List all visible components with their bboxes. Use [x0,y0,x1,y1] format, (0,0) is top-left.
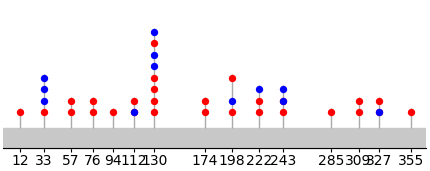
Point [151,42,158,44]
Point [375,111,382,114]
Point [40,111,47,114]
Point [89,100,96,102]
Point [151,88,158,91]
Point [151,53,158,56]
Point [256,111,263,114]
Point [130,100,137,102]
Point [280,111,287,114]
Point [328,111,335,114]
Point [280,100,287,102]
Point [151,30,158,33]
Point [375,111,382,114]
Point [408,111,415,114]
Point [16,111,23,114]
Point [228,76,235,79]
Point [228,100,235,102]
Point [68,111,75,114]
Point [68,100,75,102]
Bar [3,128,426,148]
Point [201,111,208,114]
Point [40,76,47,79]
Point [201,100,208,102]
Point [151,76,158,79]
Point [256,100,263,102]
Point [130,111,137,114]
Point [256,88,263,91]
Point [40,88,47,91]
Point [355,111,362,114]
Point [110,111,117,114]
Point [130,111,137,114]
Point [375,100,382,102]
Point [355,100,362,102]
Point [228,111,235,114]
Point [151,65,158,68]
Point [151,100,158,102]
Point [151,111,158,114]
Point [40,100,47,102]
Point [280,88,287,91]
Point [89,111,96,114]
Point [280,100,287,102]
